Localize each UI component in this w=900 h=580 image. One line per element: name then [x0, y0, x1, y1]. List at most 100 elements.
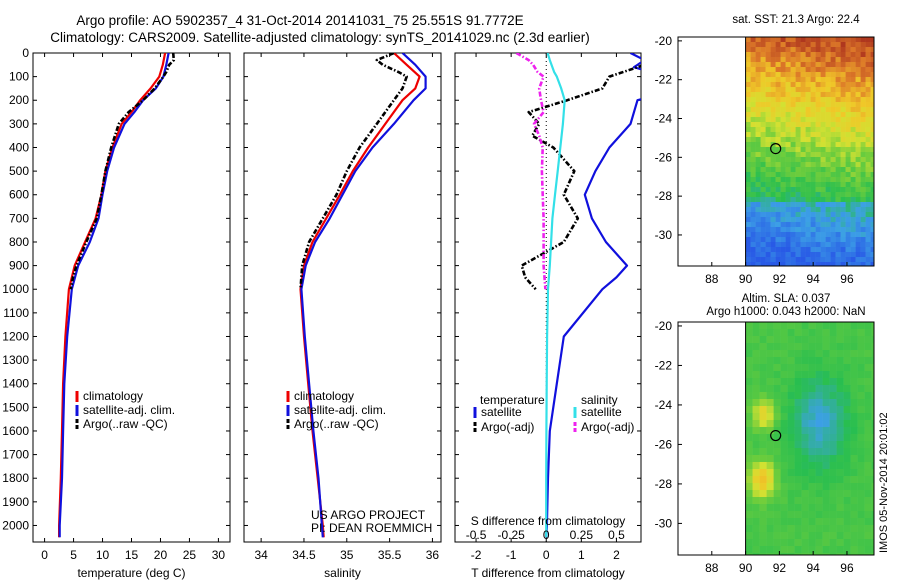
- map-cell: [795, 97, 801, 103]
- map-cell: [840, 227, 846, 233]
- map-cell: [755, 132, 761, 138]
- map-cell: [750, 132, 756, 138]
- map-cell: [760, 182, 766, 188]
- map-cell: [850, 483, 858, 491]
- map-cell: [870, 172, 875, 178]
- map-cell: [790, 57, 796, 63]
- map-cell: [790, 197, 796, 203]
- map-cell: [865, 217, 871, 223]
- map-cell: [800, 162, 806, 168]
- map-cell: [770, 217, 776, 223]
- map-cell: [765, 217, 771, 223]
- annotation-text: US ARGO PROJECT: [311, 508, 426, 522]
- map-cell: [836, 343, 844, 351]
- map-cell: [843, 329, 851, 337]
- map-cell: [871, 490, 875, 498]
- series-line-satellite-adj-clim-: [300, 53, 427, 538]
- map-cell: [850, 152, 856, 158]
- map-cell: [820, 132, 826, 138]
- map-cell: [787, 413, 795, 421]
- map-cell: [815, 237, 821, 243]
- map-cell: [865, 232, 871, 238]
- map-cell: [810, 147, 816, 153]
- map-cell: [773, 357, 781, 365]
- map-cell: [810, 222, 816, 228]
- map-cell: [795, 52, 801, 58]
- map-cell: [800, 187, 806, 193]
- map-cell: [759, 553, 767, 556]
- map-cell: [864, 329, 872, 337]
- y-tick-label: 1300: [2, 353, 29, 367]
- map-cell: [815, 511, 823, 519]
- map-cell: [795, 67, 801, 73]
- chart-subtitle: Climatology: CARS2009. Satellite-adjuste…: [50, 30, 590, 45]
- map-cell: [760, 82, 766, 88]
- map-cell: [815, 177, 821, 183]
- map-cell: [870, 157, 875, 163]
- map-cell: [865, 52, 871, 58]
- map-cell: [770, 157, 776, 163]
- y-tick-label: 700: [9, 211, 29, 225]
- map-cell: [835, 172, 841, 178]
- map-cell: [755, 197, 761, 203]
- map-cell: [815, 378, 823, 386]
- map-cell: [785, 192, 791, 198]
- map-cell: [759, 525, 767, 533]
- map-cell: [755, 252, 761, 258]
- map-cell: [865, 122, 871, 128]
- map-cell: [766, 420, 774, 428]
- map-cell: [750, 87, 756, 93]
- map-cell: [785, 252, 791, 258]
- map-cell: [775, 62, 781, 68]
- map-cell: [860, 202, 866, 208]
- map-cell: [822, 483, 830, 491]
- map-cell: [830, 227, 836, 233]
- map-cell: [790, 222, 796, 228]
- map-cell: [750, 207, 756, 213]
- map-cell: [745, 262, 751, 267]
- map-cell: [800, 47, 806, 53]
- map-cell: [801, 504, 809, 512]
- map-cell: [865, 167, 871, 173]
- map-cell: [787, 476, 795, 484]
- map-cell: [795, 92, 801, 98]
- map-cell: [835, 167, 841, 173]
- map-cell: [805, 222, 811, 228]
- map-cell: [752, 497, 760, 505]
- map-cell: [775, 152, 781, 158]
- map-cell: [830, 57, 836, 63]
- map-cell: [845, 107, 851, 113]
- map-cell: [843, 322, 851, 330]
- map-cell: [810, 232, 816, 238]
- map-cell: [850, 462, 858, 470]
- map-cell: [835, 257, 841, 263]
- map-cell: [775, 177, 781, 183]
- map-cell: [800, 72, 806, 78]
- map-cell: [871, 441, 875, 449]
- map-cell: [775, 232, 781, 238]
- map-cell: [766, 455, 774, 463]
- map-cell: [750, 92, 756, 98]
- map-cell: [822, 378, 830, 386]
- map-cell: [850, 497, 858, 505]
- map-cell: [745, 232, 751, 238]
- legend-label: satellite-adj. clim.: [83, 403, 175, 417]
- map-cell: [825, 47, 831, 53]
- map-cell: [766, 532, 774, 540]
- map-cell: [865, 117, 871, 123]
- map-cell: [755, 57, 761, 63]
- map-cell: [843, 539, 851, 547]
- map-cell: [745, 497, 753, 505]
- map-cell: [871, 392, 875, 400]
- map-cell: [864, 371, 872, 379]
- map-cell: [835, 117, 841, 123]
- map-cell: [794, 378, 802, 386]
- map-cell: [855, 217, 861, 223]
- map-cell: [815, 112, 821, 118]
- map-cell: [787, 462, 795, 470]
- map-cell: [845, 242, 851, 248]
- map-cell: [845, 177, 851, 183]
- map-cell: [755, 242, 761, 248]
- map-cell: [830, 242, 836, 248]
